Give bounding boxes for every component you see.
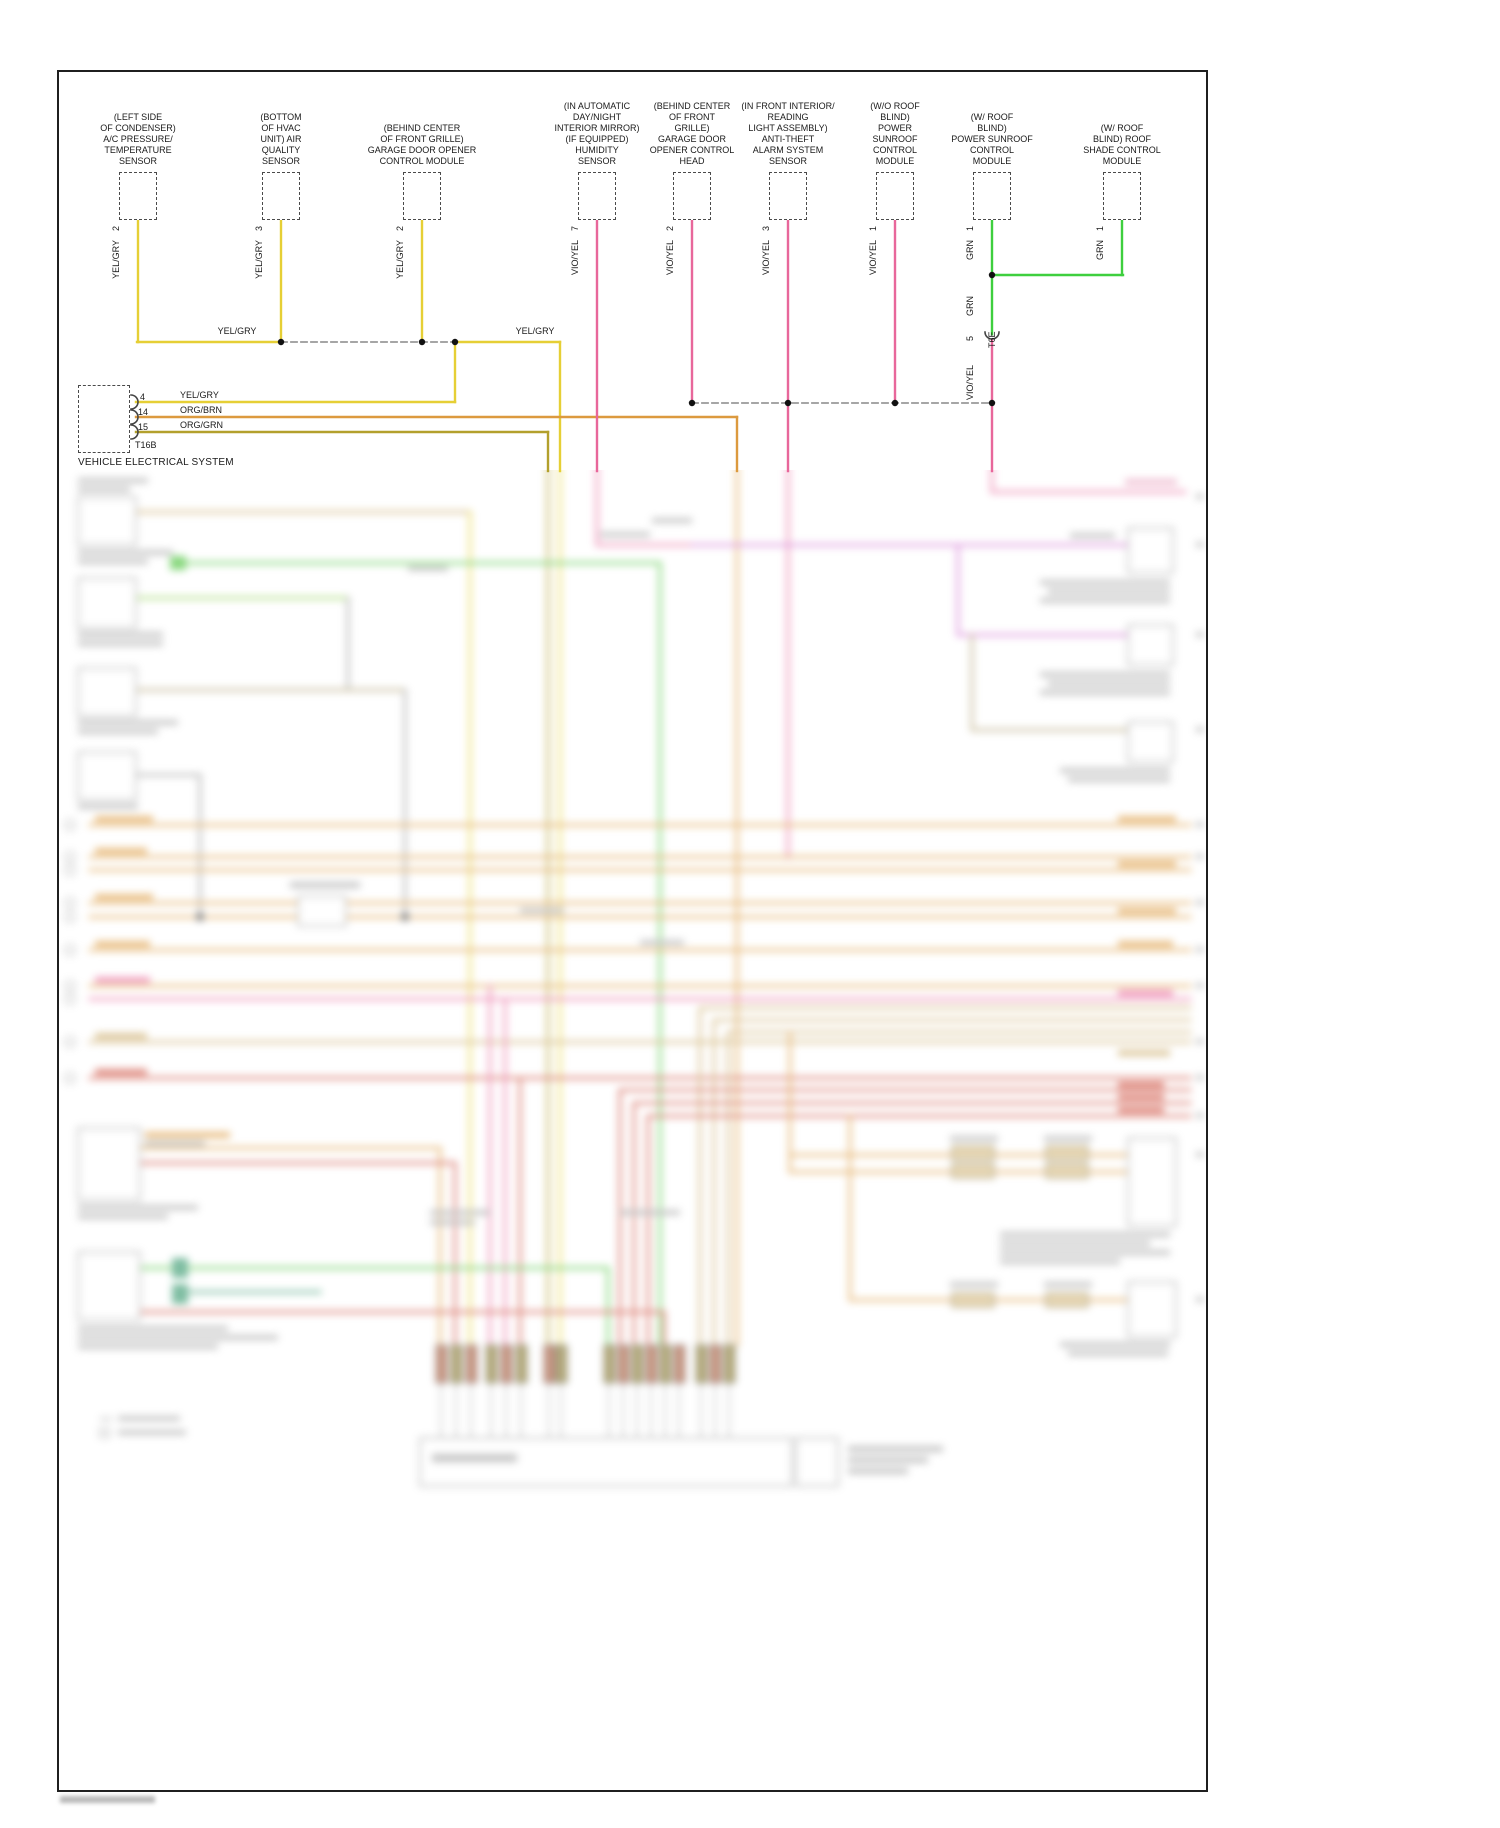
wire-label-air-quality-sensor: YEL/GRY 3 (254, 226, 266, 308)
component-label-air-quality-sensor: (BOTTOM OF HVAC UNIT) AIR QUALITY SENSOR (201, 94, 361, 167)
wire-name: VIO/YEL (570, 240, 580, 276)
connector-symbols (130, 331, 1000, 440)
yel-gry-wires (134, 218, 562, 473)
label-text: (IN FRONT INTERIOR/ READING LIGHT ASSEMB… (741, 101, 835, 166)
component-box-air-quality-sensor (262, 172, 300, 220)
component-label-garage-door-opener-control-module: (BEHIND CENTER OF FRONT GRILLE) GARAGE D… (342, 94, 502, 167)
vehicle-electrical-system-label: VEHICLE ELECTRICAL SYSTEM (78, 457, 234, 468)
blurred-text-bars (78, 478, 1177, 1474)
module-wire-org-brn: ORG/BRN (180, 405, 223, 415)
label-text: (W/O ROOF BLIND) POWER SUNROOF CONTROL M… (870, 101, 920, 166)
component-box-power-sunroof-control-module-w-blind (973, 172, 1011, 220)
component-box-humidity-sensor (578, 172, 616, 220)
component-label-power-sunroof-control-module-w-blind: (W/ ROOF BLIND) POWER SUNROOF CONTROL MO… (912, 94, 1072, 167)
component-box-ac-pressure-temperature-sensor (119, 172, 157, 220)
module-connector-id: T16B (135, 440, 157, 450)
component-box-garage-door-opener-control-head (673, 172, 711, 220)
component-label-power-sunroof-control-module-wo-blind: (W/O ROOF BLIND) POWER SUNROOF CONTROL M… (815, 94, 975, 167)
blurred-diagram-region (59, 470, 1206, 1790)
vehicle-electrical-system-box (78, 385, 130, 453)
label-text: (LEFT SIDE OF CONDENSER) A/C PRESSURE/ T… (100, 112, 176, 166)
wire-label-roof-shade-control-module: GRN 1 (1095, 226, 1107, 308)
pin-number: 1 (965, 226, 975, 232)
blurred-wiring-svg (64, 470, 1204, 1487)
wire-name: YEL/GRY (395, 240, 405, 279)
label-text: (BOTTOM OF HVAC UNIT) AIR QUALITY SENSOR (260, 112, 302, 166)
org-brn-wire (134, 415, 739, 473)
wire-name: YEL/GRY (254, 240, 264, 279)
wire-label-garage-door-opener-control-module: YEL/GRY 2 (395, 226, 407, 308)
wire-name-lower: VIO/YEL (965, 364, 975, 400)
module-pin-15: 15 (138, 422, 149, 432)
component-box-anti-theft-alarm-system-sensor (769, 172, 807, 220)
footer-note (60, 1796, 155, 1803)
component-box-garage-door-opener-control-module (403, 172, 441, 220)
connector-tails (440, 1383, 730, 1438)
label-text: (W/ ROOF BLIND) POWER SUNROOF CONTROL MO… (951, 112, 1033, 166)
module-wire-org-grn: ORG/GRN (180, 420, 224, 430)
wire-name: YEL/GRY (111, 240, 121, 279)
vio-yel-wires (595, 218, 994, 473)
blurred-component-boxes (77, 496, 1177, 1338)
label-text: (W/ ROOF BLIND) ROOF SHADE CONTROL MODUL… (1083, 123, 1161, 166)
pin-number: 3 (761, 226, 771, 232)
wire-name: VIO/YEL (665, 240, 675, 276)
pin-number: 2 (665, 226, 675, 232)
component-label-roof-shade-control-module: (W/ ROOF BLIND) ROOF SHADE CONTROL MODUL… (1042, 94, 1202, 167)
wire-label-ac-pressure-temperature-sensor: YEL/GRY 2 (111, 226, 123, 308)
pin-number: 7 (570, 226, 580, 232)
t6e-pin-number: 5 (965, 335, 975, 341)
splice-buses (280, 341, 993, 404)
module-pin-4: 4 (140, 392, 146, 402)
wire-label-garage-door-opener-control-head: VIO/YEL 2 (665, 226, 677, 308)
pin-number: 1 (1095, 226, 1105, 232)
org-grn-wire (134, 430, 550, 473)
blurred-bottom-connectors (435, 1344, 736, 1384)
module-wire-yel-gry: YEL/GRY (180, 390, 219, 400)
left-margin-markers (64, 819, 76, 1084)
yel-gry-bus-label-left: YEL/GRY (217, 326, 257, 336)
module-pin-14: 14 (138, 407, 149, 417)
wire-name: VIO/YEL (868, 240, 878, 276)
wire-name-upper: GRN (965, 295, 975, 316)
component-label-humidity-sensor: (IN AUTOMATIC DAY/NIGHT INTERIOR MIRROR)… (517, 94, 677, 167)
page-edge-ticks (1196, 494, 1204, 1302)
wire-label-anti-theft-alarm-system-sensor: VIO/YEL 3 (761, 226, 773, 308)
wire-name: GRN (965, 240, 975, 261)
pin-number: 3 (254, 226, 264, 232)
wire-name: VIO/YEL (761, 240, 771, 276)
wire-name: GRN (1095, 240, 1105, 261)
label-text: (BEHIND CENTER OF FRONT GRILLE) GARAGE D… (367, 123, 477, 166)
yel-gry-bus-label-right: YEL/GRY (515, 326, 555, 336)
component-label-anti-theft-alarm-system-sensor: (IN FRONT INTERIOR/ READING LIGHT ASSEMB… (708, 94, 868, 167)
component-label-garage-door-opener-control-head: (BEHIND CENTER OF FRONT GRILLE) GARAGE D… (612, 94, 772, 167)
label-text: (BEHIND CENTER OF FRONT GRILLE) GARAGE D… (649, 101, 735, 166)
pin-number: 2 (111, 226, 121, 232)
blurred-wires (88, 470, 1192, 1347)
wire-label-power-sunroof-control-module-wo-blind: VIO/YEL 1 (868, 226, 880, 308)
t6e-connector-label: T6E (987, 331, 997, 348)
pin-number: 1 (868, 226, 878, 232)
splice-dots (277, 271, 996, 407)
component-box-power-sunroof-control-module-wo-blind (876, 172, 914, 220)
component-box-roof-shade-control-module (1103, 172, 1141, 220)
pin-number: 2 (395, 226, 405, 232)
component-label-ac-pressure-temperature-sensor: (LEFT SIDE OF CONDENSER) A/C PRESSURE/ T… (58, 94, 218, 167)
t6e-wire-labels: VIO/YEL 5 GRN (965, 282, 977, 400)
wire-label-humidity-sensor: VIO/YEL 7 (570, 226, 582, 308)
label-text: (IN AUTOMATIC DAY/NIGHT INTERIOR MIRROR)… (554, 101, 640, 166)
